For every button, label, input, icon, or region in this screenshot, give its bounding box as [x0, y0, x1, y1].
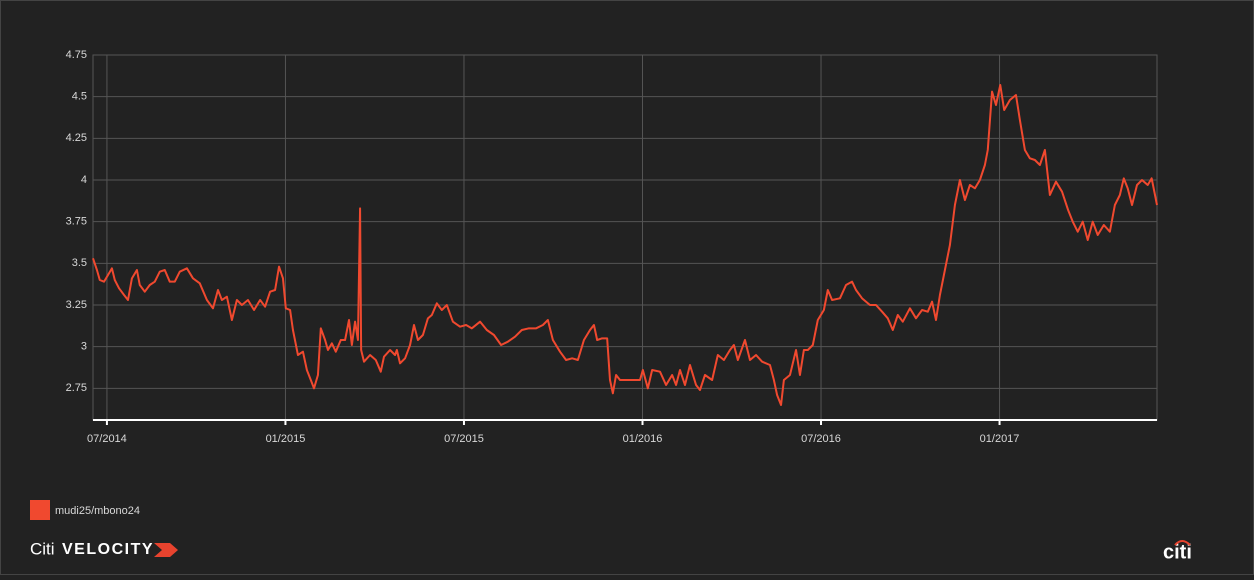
y-tick-label: 3 [81, 341, 87, 353]
brand-name: VELOCITY [62, 541, 154, 558]
x-tick-label: 07/2016 [801, 433, 841, 445]
y-tick-label: 3.75 [66, 216, 87, 228]
brand-logo: citi [1163, 541, 1192, 563]
y-tick-label: 3.5 [72, 257, 87, 269]
x-tick-label: 07/2014 [87, 433, 127, 445]
y-tick-label: 4.5 [72, 91, 87, 103]
series-line [92, 84, 1158, 406]
brand-chevron [154, 543, 178, 557]
legend-swatch [30, 500, 50, 520]
y-tick-label: 4.25 [66, 132, 87, 144]
y-tick-label: 2.75 [66, 382, 87, 394]
legend-label: mudi25/mbono24 [55, 505, 140, 517]
brand-prefix: Citi [30, 539, 55, 558]
x-tick-label: 01/2016 [623, 433, 663, 445]
y-tick-label: 4.75 [66, 49, 87, 61]
x-tick-label: 01/2015 [266, 433, 306, 445]
x-tick-label: 01/2017 [980, 433, 1020, 445]
y-tick-label: 3.25 [66, 299, 87, 311]
x-tick-label: 07/2015 [444, 433, 484, 445]
y-tick-label: 4 [81, 174, 87, 186]
brand-logo-arc [1174, 540, 1191, 546]
plot-area: 2.75 3 3.25 3.5 3.75 4 4.25 4.5 4.75 07/2014 01/20… [66, 49, 1158, 445]
